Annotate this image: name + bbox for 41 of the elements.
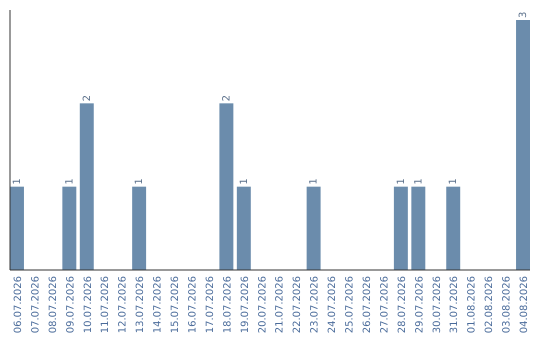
data-label: 1 [396, 178, 407, 185]
data-label: 1 [448, 178, 460, 185]
x-tick-label: 24.07.2026 [327, 276, 338, 334]
x-tick-label: 22.07.2026 [292, 276, 304, 334]
x-tick-label: 25.07.2026 [344, 276, 356, 334]
x-tick-label: 20.07.2026 [257, 276, 268, 334]
data-label: 2 [221, 94, 232, 102]
x-tick-label: 06.07.2026 [12, 276, 24, 334]
x-tick-label: 15.07.2026 [170, 276, 182, 334]
x-tick-label: 31.07.2026 [449, 276, 460, 334]
x-tick-label: 21.07.2026 [274, 276, 286, 334]
data-label: 1 [308, 178, 320, 185]
data-label: 2 [82, 94, 93, 102]
data-label: 1 [64, 178, 76, 185]
data-label: 1 [413, 178, 424, 185]
x-tick-label: 27.07.2026 [379, 276, 390, 334]
x-tick-label: 09.07.2026 [65, 276, 76, 334]
x-tick-label: 03.08.2026 [502, 276, 513, 334]
x-tick-label: 26.07.2026 [362, 276, 373, 334]
x-tick-label: 07.07.2026 [30, 276, 42, 334]
x-tick-label: 11.07.2026 [100, 276, 112, 334]
x-tick-label: 04.08.2026 [519, 276, 530, 334]
x-tick-label: 30.07.2026 [432, 276, 443, 334]
x-tick-label: 17.07.2026 [204, 276, 216, 334]
x-tick-label: 18.07.2026 [222, 276, 234, 334]
x-tick-label: 12.07.2026 [118, 276, 129, 334]
data-label: 3 [518, 12, 530, 18]
x-tick-label: 16.07.2026 [187, 276, 198, 334]
data-label: 1 [12, 178, 23, 185]
x-tick-label: 14.07.2026 [152, 276, 164, 334]
data-label: 1 [134, 178, 146, 185]
x-tick-label: 19.07.2026 [240, 276, 251, 334]
x-tick-label: 10.07.2026 [82, 276, 94, 334]
x-tick-label: 02.08.2026 [484, 276, 496, 334]
x-tick-label: 29.07.2026 [414, 276, 426, 334]
x-tick-label: 08.07.2026 [48, 276, 59, 334]
x-tick-label: 23.07.2026 [310, 276, 321, 334]
x-tick-label: 01.08.2026 [466, 276, 478, 334]
data-label: 1 [238, 178, 250, 185]
x-tick-label: 13.07.2026 [135, 276, 146, 334]
x-tick-label: 28.07.2026 [396, 276, 408, 334]
